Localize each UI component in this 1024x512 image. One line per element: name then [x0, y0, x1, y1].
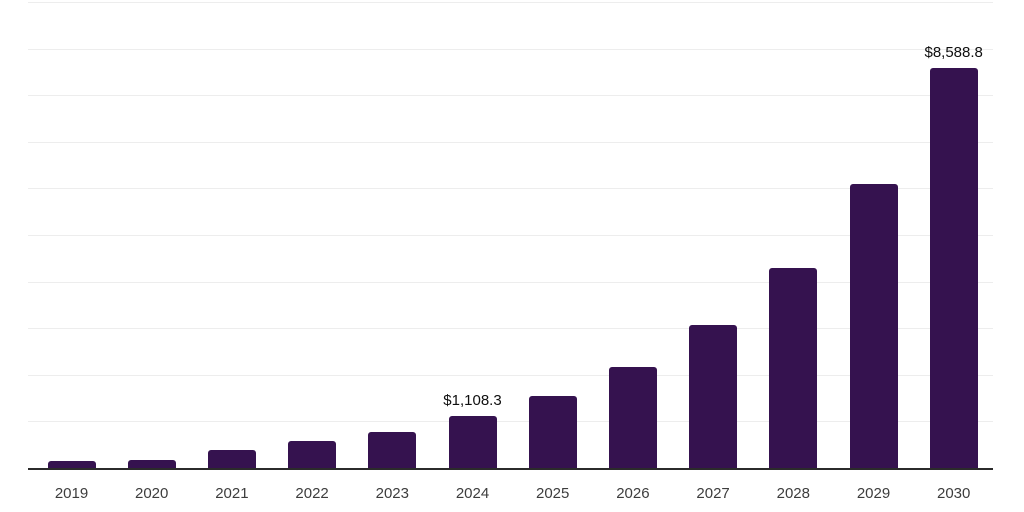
bar-value-label-2030: $8,588.8 [924, 43, 983, 61]
x-tick-2029: 2029 [856, 485, 891, 502]
gridline-5000 [28, 235, 993, 236]
bar-2029 [849, 184, 898, 468]
gridline-8000 [28, 95, 993, 97]
gridline-4000 [28, 281, 993, 283]
x-tick-2030: 2030 [937, 485, 971, 502]
x-tick-2021: 2021 [215, 485, 249, 502]
gridline-3000 [28, 328, 993, 330]
bar-2026 [608, 367, 657, 468]
gridline-9000 [28, 48, 993, 50]
x-tick-2027: 2027 [696, 485, 730, 502]
bar-2027 [689, 325, 738, 468]
x-tick-2019: 2019 [54, 485, 89, 502]
gridline-6000 [28, 188, 993, 190]
x-tick-2025: 2025 [536, 485, 570, 502]
x-tick-2022: 2022 [295, 485, 329, 502]
bar-2024 [448, 416, 497, 468]
x-tick-2024: 2024 [455, 485, 490, 502]
gridline-10000 [28, 2, 993, 3]
x-axis-line [28, 468, 993, 470]
gridline-1000 [28, 421, 993, 423]
bar-2020 [127, 459, 176, 468]
bar-2021 [207, 450, 256, 468]
gridline-2000 [28, 374, 993, 376]
x-tick-2023: 2023 [375, 485, 409, 502]
bar-2025 [528, 396, 577, 468]
bar-2019 [47, 461, 96, 468]
bar-2022 [288, 441, 337, 468]
x-tick-2020: 2020 [135, 485, 169, 502]
bar-2030 [929, 67, 978, 468]
bar-2023 [368, 432, 417, 468]
x-tick-2026: 2026 [616, 485, 650, 502]
bar-2028 [769, 267, 818, 468]
gridline-7000 [28, 141, 993, 143]
x-tick-2028: 2028 [776, 485, 810, 502]
bar-value-label-2024: $1,108.3 [443, 392, 502, 410]
